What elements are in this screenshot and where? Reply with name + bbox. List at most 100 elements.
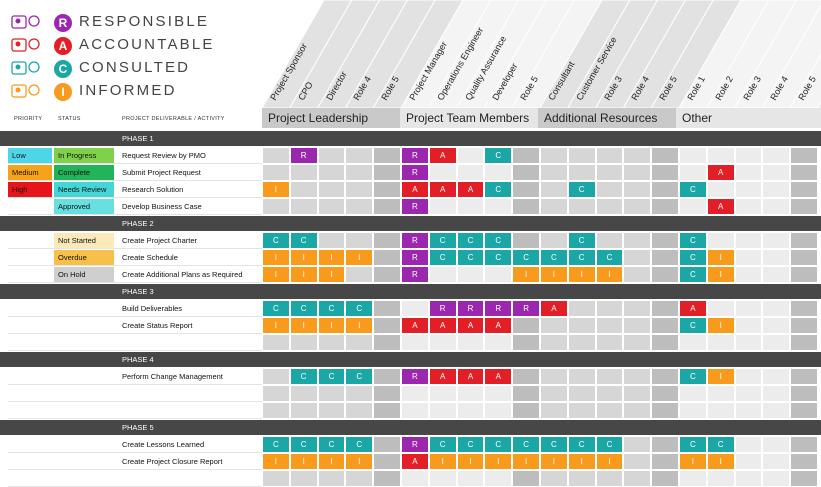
status-column-header: STATUS (58, 116, 81, 122)
grid-cell (763, 437, 790, 452)
raci-cell-i: I (318, 267, 345, 282)
grid-cell (263, 199, 289, 214)
raci-cell-i: I (318, 318, 345, 333)
raci-cell-c: C (263, 301, 289, 316)
grid-cell (485, 403, 512, 418)
grid-cell (457, 148, 484, 163)
grid-cell (290, 386, 317, 401)
legend-word: RESPONSIBLE (79, 13, 210, 30)
grid-cell (263, 148, 289, 163)
phase-bar (0, 284, 821, 299)
raci-cell-c: C (290, 233, 317, 248)
grid-cell (763, 386, 790, 401)
grid-cell (763, 471, 790, 486)
raci-cell-r: R (290, 148, 317, 163)
row-divider (8, 469, 262, 470)
grid-cell (624, 318, 651, 333)
role-header-stripe (706, 0, 798, 108)
raci-cell-c: C (596, 437, 623, 452)
raci-cell-c: C (457, 250, 484, 265)
grid-cell (346, 471, 373, 486)
grid-cell (263, 386, 289, 401)
grid-cell (624, 335, 651, 350)
raci-cell-i: I (263, 267, 289, 282)
grid-cell (624, 148, 651, 163)
role-header-stripe (817, 101, 821, 108)
grid-cell (541, 369, 567, 384)
raci-cell-a: A (457, 318, 484, 333)
phase-label: PHASE 5 (122, 422, 154, 432)
grid-cell (735, 250, 762, 265)
grid-cell (763, 318, 790, 333)
grid-cell (652, 250, 678, 265)
grid-cell (374, 267, 400, 282)
grid-cell (624, 267, 651, 282)
status-badge: Overdue (54, 250, 114, 265)
legend-row-responsible: R RESPONSIBLE (8, 12, 207, 34)
grid-cell (568, 165, 595, 180)
grid-cell (374, 386, 400, 401)
grid-cell (290, 471, 317, 486)
grid-cell (735, 403, 762, 418)
grid-cell (791, 165, 817, 180)
raci-cell-a: A (429, 318, 456, 333)
grid-cell (624, 233, 651, 248)
role-header-stripe (789, 53, 821, 108)
raci-cell-a: A (541, 301, 567, 316)
deliverable-column-header: PROJECT DELIVERABLE / ACTIVITY (122, 116, 225, 122)
row-divider (8, 163, 262, 164)
task-name: Build Deliverables (122, 304, 183, 313)
raci-cell-c: C (541, 250, 567, 265)
raci-cell-i: I (596, 454, 623, 469)
grid-cell (263, 369, 289, 384)
grid-cell (652, 233, 678, 248)
task-name: Create Additional Plans as Required (122, 270, 243, 279)
grid-cell (429, 471, 456, 486)
grid-cell (791, 182, 817, 197)
grid-cell (513, 318, 539, 333)
grid-cell (290, 403, 317, 418)
grid-cell (374, 369, 400, 384)
grid-cell (707, 335, 734, 350)
grid-cell (596, 471, 623, 486)
grid-cell (541, 165, 567, 180)
grid-cell (791, 335, 817, 350)
grid-cell (541, 386, 567, 401)
grid-cell (263, 165, 289, 180)
phase-bar (0, 131, 821, 146)
raci-cell-r: R (402, 233, 428, 248)
raci-cell-i: I (263, 454, 289, 469)
raci-cell-a: A (457, 182, 484, 197)
grid-cell (624, 369, 651, 384)
grid-cell (290, 199, 317, 214)
row-divider (8, 214, 262, 215)
grid-cell (263, 471, 289, 486)
raci-cell-c: C (485, 148, 512, 163)
raci-cell-a: A (402, 318, 428, 333)
grid-cell (680, 403, 706, 418)
legend-row-consulted: C CONSULTED (8, 58, 188, 80)
grid-cell (763, 165, 790, 180)
raci-cell-c: C (680, 250, 706, 265)
raci-cell-a: A (429, 369, 456, 384)
status-badge: Approved (54, 199, 114, 214)
grid-cell (429, 335, 456, 350)
grid-cell (513, 165, 539, 180)
grid-cell (735, 369, 762, 384)
legend-row-accountable: A ACCOUNTABLE (8, 35, 212, 57)
grid-cell (541, 148, 567, 163)
role-header-stripe (678, 0, 770, 108)
grid-cell (318, 335, 345, 350)
grid-cell (763, 250, 790, 265)
grid-cell (290, 165, 317, 180)
raci-cell-i: I (513, 267, 539, 282)
grid-cell (568, 301, 595, 316)
grid-cell (513, 369, 539, 384)
grid-cell (763, 403, 790, 418)
grid-cell (457, 386, 484, 401)
grid-cell (318, 148, 345, 163)
grid-cell (568, 335, 595, 350)
raci-cell-r: R (457, 301, 484, 316)
grid-cell (652, 182, 678, 197)
grid-cell (791, 148, 817, 163)
